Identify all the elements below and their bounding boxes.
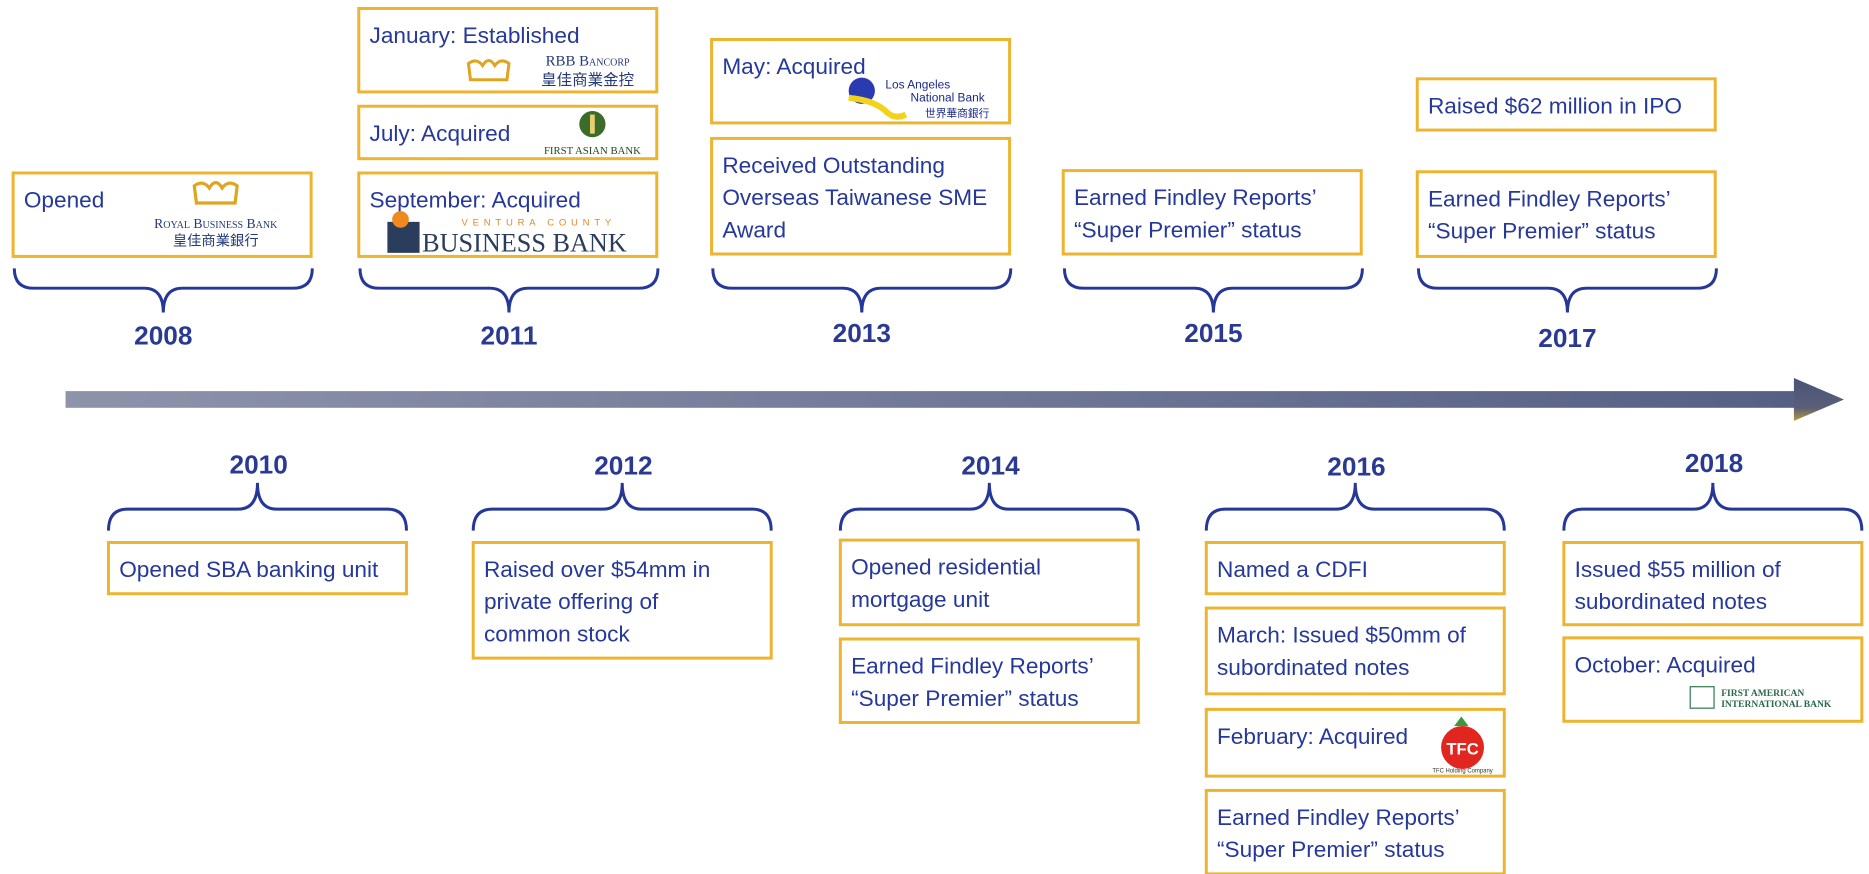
logo-text: FIRST ASIAN BANK <box>544 145 641 157</box>
event-text: October: Acquired <box>1575 652 1756 677</box>
logo-text: TFC <box>1446 740 1478 759</box>
event-box <box>1204 540 1506 596</box>
brace <box>1562 482 1864 531</box>
year-label: 2014 <box>961 451 1020 481</box>
event-box <box>106 540 408 596</box>
brace <box>358 268 660 313</box>
event-text: Raised over $54mm in <box>484 557 710 582</box>
event-box <box>471 540 773 660</box>
event-text: subordinated notes <box>1575 589 1767 614</box>
event-text: private offering of <box>484 589 659 614</box>
brace <box>12 268 314 313</box>
logo-icon <box>590 114 595 134</box>
event-text: “Super Premier” status <box>851 686 1079 711</box>
timeline-arrow-head <box>1793 377 1844 421</box>
event-text: March: Issued $50mm of <box>1217 623 1467 648</box>
event-text: Award <box>722 217 786 242</box>
event-text: mortgage unit <box>851 587 990 612</box>
year-label: 2008 <box>134 321 192 351</box>
event-box <box>11 171 313 258</box>
event-text: common stock <box>484 621 631 646</box>
year-label: 2015 <box>1184 318 1242 348</box>
event-text: Earned Findley Reports’ <box>1428 186 1671 211</box>
event-text: Earned Findley Reports’ <box>851 654 1094 679</box>
event-text: Opened residential <box>851 555 1041 580</box>
event-box <box>838 637 1140 724</box>
logo-icon <box>1689 686 1715 709</box>
event-text: subordinated notes <box>1217 655 1409 680</box>
brace <box>106 482 408 531</box>
logo-text: FIRST AMERICAN <box>1721 689 1804 699</box>
year-label: 2012 <box>594 451 652 481</box>
event-text: Named a CDFI <box>1217 557 1368 582</box>
year-label: 2011 <box>481 321 538 351</box>
event-text: Overseas Taiwanese SME <box>722 185 987 210</box>
event-text: “Super Premier” status <box>1074 217 1302 242</box>
event-text: July: Acquired <box>370 121 511 146</box>
logo-text: Los Angeles <box>885 77 950 91</box>
logo-text: 世界華商銀行 <box>925 107 990 120</box>
timeline-arrow-shaft <box>65 391 1797 408</box>
logo-text: 皇佳商業金控 <box>541 71 634 89</box>
event-box <box>710 136 1012 256</box>
brace <box>838 482 1140 531</box>
event-text: “Super Premier” status <box>1428 219 1656 244</box>
event-text: Raised $62 million in IPO <box>1428 93 1682 118</box>
year-label: 2018 <box>1685 448 1743 478</box>
logo-text: INTERNATIONAL BANK <box>1721 700 1832 710</box>
crown-icon <box>466 59 511 82</box>
brace <box>471 482 773 531</box>
year-label: 2010 <box>229 449 287 479</box>
logo-icon <box>848 94 908 120</box>
year-label: 2017 <box>1538 323 1596 353</box>
event-text: Opened SBA banking unit <box>119 557 379 582</box>
event-text: Opened <box>24 188 105 213</box>
brace <box>1416 268 1718 313</box>
event-box <box>1061 169 1363 256</box>
event-text: May: Acquired <box>722 54 865 79</box>
event-box <box>1415 170 1717 258</box>
event-text: Issued $55 million of <box>1575 557 1782 582</box>
brace <box>711 268 1013 313</box>
year-label: 2013 <box>833 318 891 348</box>
logo-text: VENTURA COUNTY <box>462 217 617 228</box>
event-box <box>357 6 659 94</box>
event-text: Earned Findley Reports’ <box>1074 185 1317 210</box>
event-text: February: Acquired <box>1217 724 1408 749</box>
event-box <box>1562 540 1864 627</box>
logo-icon <box>1441 726 1484 769</box>
brace <box>1204 482 1506 531</box>
logo-text: RBB Bancorp <box>546 54 630 70</box>
event-box <box>838 538 1140 627</box>
logo-icon <box>1454 716 1469 727</box>
logo-text: National Bank <box>911 90 985 104</box>
event-text: Earned Findley Reports’ <box>1217 805 1460 830</box>
event-text: Received Outstanding <box>722 153 945 178</box>
event-text: January: Established <box>370 23 580 48</box>
event-text: “Super Premier” status <box>1217 837 1445 862</box>
event-box <box>1415 77 1717 132</box>
brace <box>1062 268 1364 313</box>
logo-text: BUSINESS BANK <box>422 229 627 258</box>
crown-icon <box>192 181 239 205</box>
event-text: September: Acquired <box>370 188 581 213</box>
logo-text: 皇佳商業銀行 <box>173 233 259 250</box>
logo-text: Royal Business Bank <box>154 216 278 231</box>
logo-icon <box>392 211 409 228</box>
logo-text: TFC Holding Company <box>1432 769 1492 775</box>
event-box <box>357 104 659 161</box>
year-label: 2016 <box>1327 452 1385 482</box>
event-box <box>1204 606 1506 696</box>
